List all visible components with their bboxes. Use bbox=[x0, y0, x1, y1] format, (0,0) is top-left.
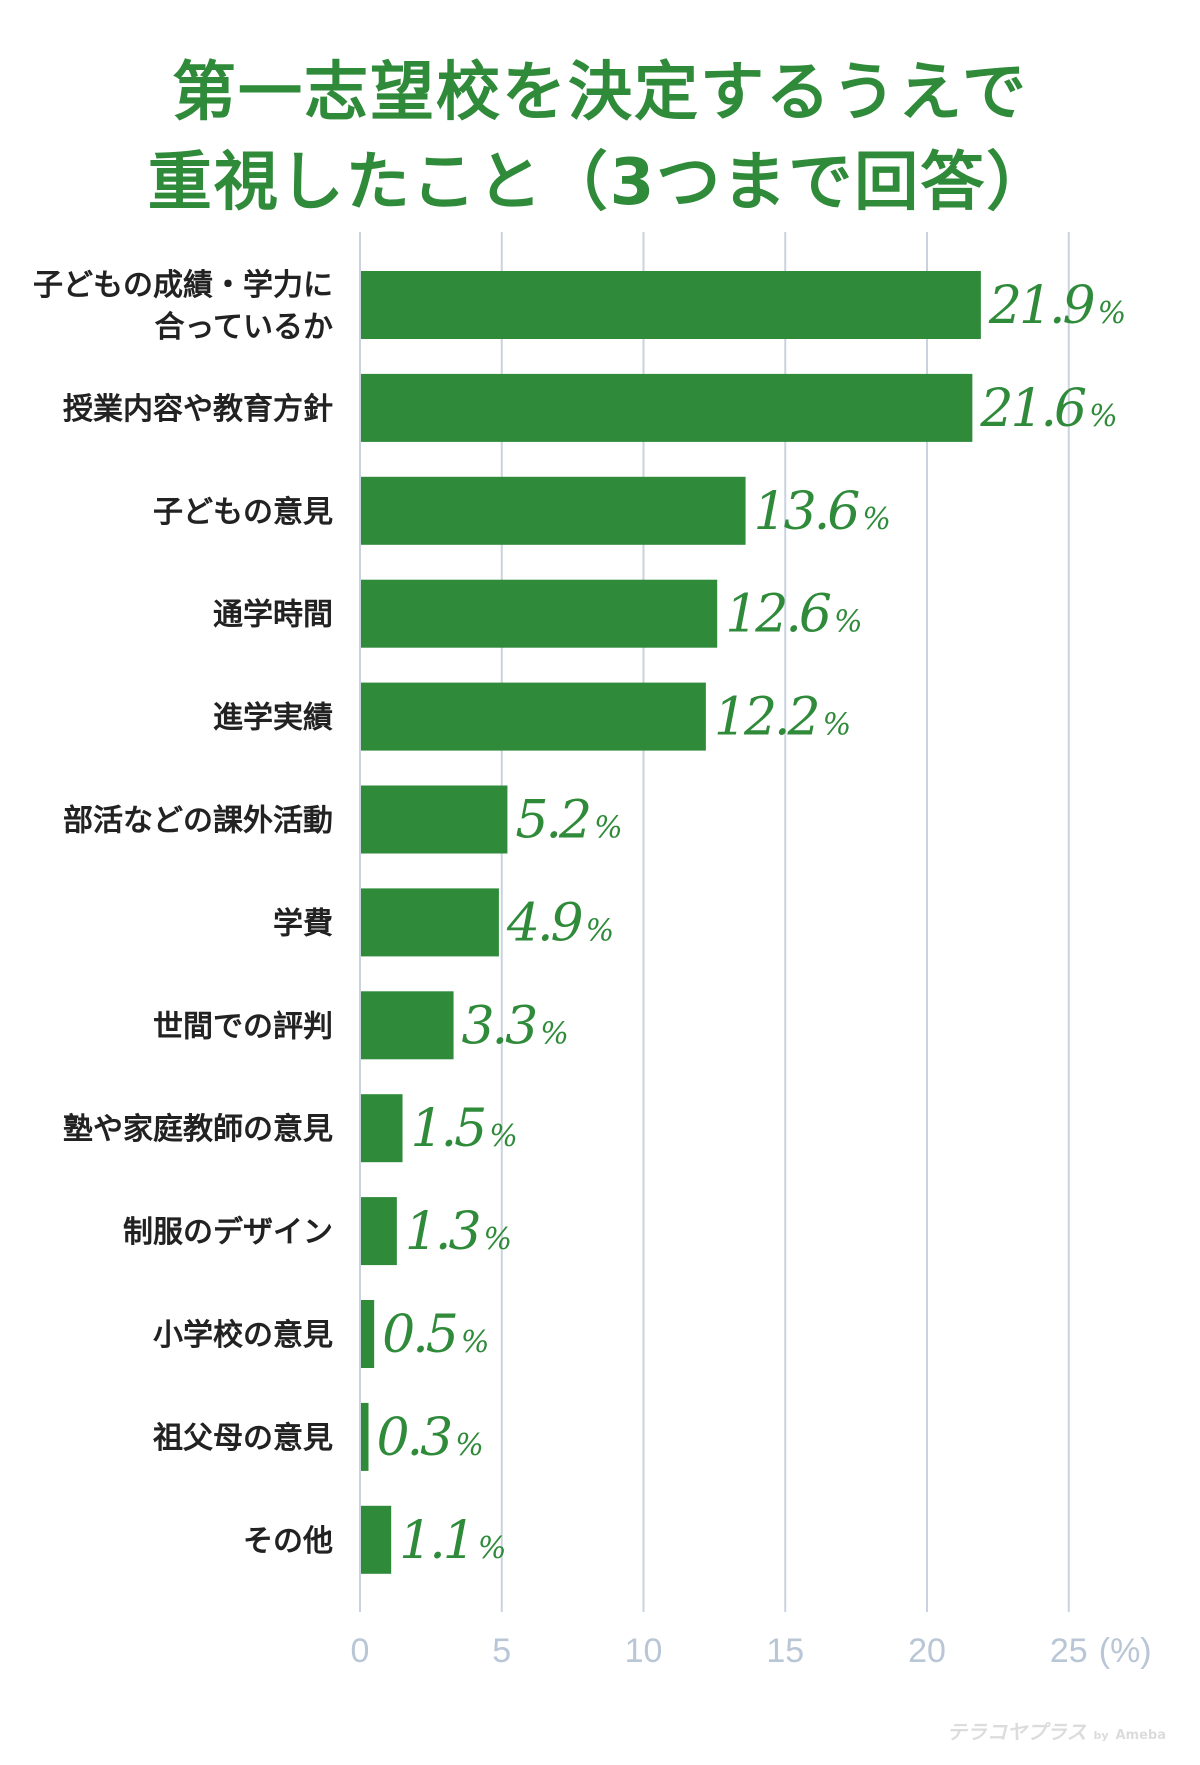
value-label: 21.9% bbox=[988, 276, 1125, 336]
bar bbox=[360, 1505, 392, 1574]
value-unit: % bbox=[594, 811, 621, 846]
value-unit: % bbox=[478, 1531, 505, 1566]
value-label: 5.2% bbox=[515, 791, 621, 851]
x-tick-label: 20 bbox=[908, 1632, 946, 1670]
bar bbox=[360, 1402, 369, 1471]
bar bbox=[360, 476, 746, 545]
category-label: 祖父母の意見 bbox=[153, 1421, 333, 1456]
value-unit: % bbox=[1089, 399, 1116, 434]
bar bbox=[360, 1094, 403, 1163]
x-tick-label: 0 bbox=[351, 1632, 370, 1670]
bar bbox=[360, 1197, 397, 1266]
bar bbox=[360, 271, 981, 339]
category-label: 合っているか bbox=[155, 310, 334, 345]
category-label: 子どもの意見 bbox=[153, 495, 333, 530]
value-unit: % bbox=[489, 1119, 516, 1154]
value-label: 13.6% bbox=[754, 482, 890, 542]
category-label: 制服のデザイン bbox=[123, 1215, 333, 1250]
category-label: 学費 bbox=[273, 906, 333, 941]
category-label: 塾や家庭教師の意見 bbox=[63, 1112, 333, 1147]
watermark-text: テラコヤプラス bbox=[946, 1720, 1087, 1744]
value-label: 0.5% bbox=[382, 1305, 488, 1365]
value-unit: % bbox=[834, 605, 861, 640]
value-label: 1.5% bbox=[411, 1099, 517, 1159]
value-unit: % bbox=[540, 1016, 567, 1051]
x-tick-label: 5 bbox=[492, 1632, 511, 1670]
category-label: 授業内容や教育方針 bbox=[63, 392, 333, 427]
category-label: 子どもの成績・学力に bbox=[33, 268, 333, 303]
value-unit: % bbox=[586, 913, 613, 948]
watermark-by: by bbox=[1093, 1729, 1109, 1742]
x-tick-label: 10 bbox=[625, 1632, 663, 1670]
value-label: 3.3% bbox=[462, 996, 568, 1056]
bar bbox=[360, 682, 706, 751]
value-label: 4.9% bbox=[506, 893, 613, 953]
value-unit: % bbox=[461, 1325, 488, 1360]
bar bbox=[360, 888, 499, 957]
bar bbox=[360, 579, 718, 648]
value-label: 1.1% bbox=[399, 1511, 505, 1571]
watermark-brand: Ameba bbox=[1115, 1728, 1166, 1743]
category-label: 進学実績 bbox=[213, 701, 333, 736]
category-label: 通学時間 bbox=[213, 598, 333, 633]
value-label: 12.2% bbox=[714, 688, 850, 748]
x-tick-label: 25 bbox=[1050, 1632, 1088, 1670]
value-label: 0.3% bbox=[377, 1408, 483, 1468]
category-label: その他 bbox=[243, 1524, 333, 1559]
chart-title: 第一志望校を決定するうえで 重視したこと（3つまで回答） bbox=[0, 48, 1200, 228]
category-label: 小学校の意見 bbox=[153, 1318, 333, 1353]
value-unit: % bbox=[862, 502, 889, 537]
category-label: 世間での評判 bbox=[153, 1009, 333, 1044]
value-unit: % bbox=[1098, 296, 1125, 331]
watermark: テラコヤプラス by Ameba bbox=[947, 1716, 1166, 1745]
value-unit: % bbox=[455, 1428, 482, 1463]
title-line-2: 重視したこと（3つまで回答） bbox=[147, 146, 1053, 220]
value-label: 1.3% bbox=[405, 1202, 511, 1262]
bar bbox=[360, 1300, 375, 1368]
x-unit-label: (%) bbox=[1099, 1632, 1152, 1670]
category-label: 部活などの課外活動 bbox=[63, 804, 333, 839]
bar bbox=[360, 785, 508, 854]
value-label: 21.6% bbox=[979, 379, 1116, 439]
x-tick-label: 15 bbox=[766, 1632, 804, 1670]
value-unit: % bbox=[823, 708, 850, 743]
bar bbox=[360, 373, 973, 442]
value-unit: % bbox=[484, 1222, 511, 1257]
title-line-1: 第一志望校を決定するうえで bbox=[171, 56, 1029, 130]
bar bbox=[360, 991, 454, 1060]
value-label: 12.6% bbox=[725, 585, 861, 645]
